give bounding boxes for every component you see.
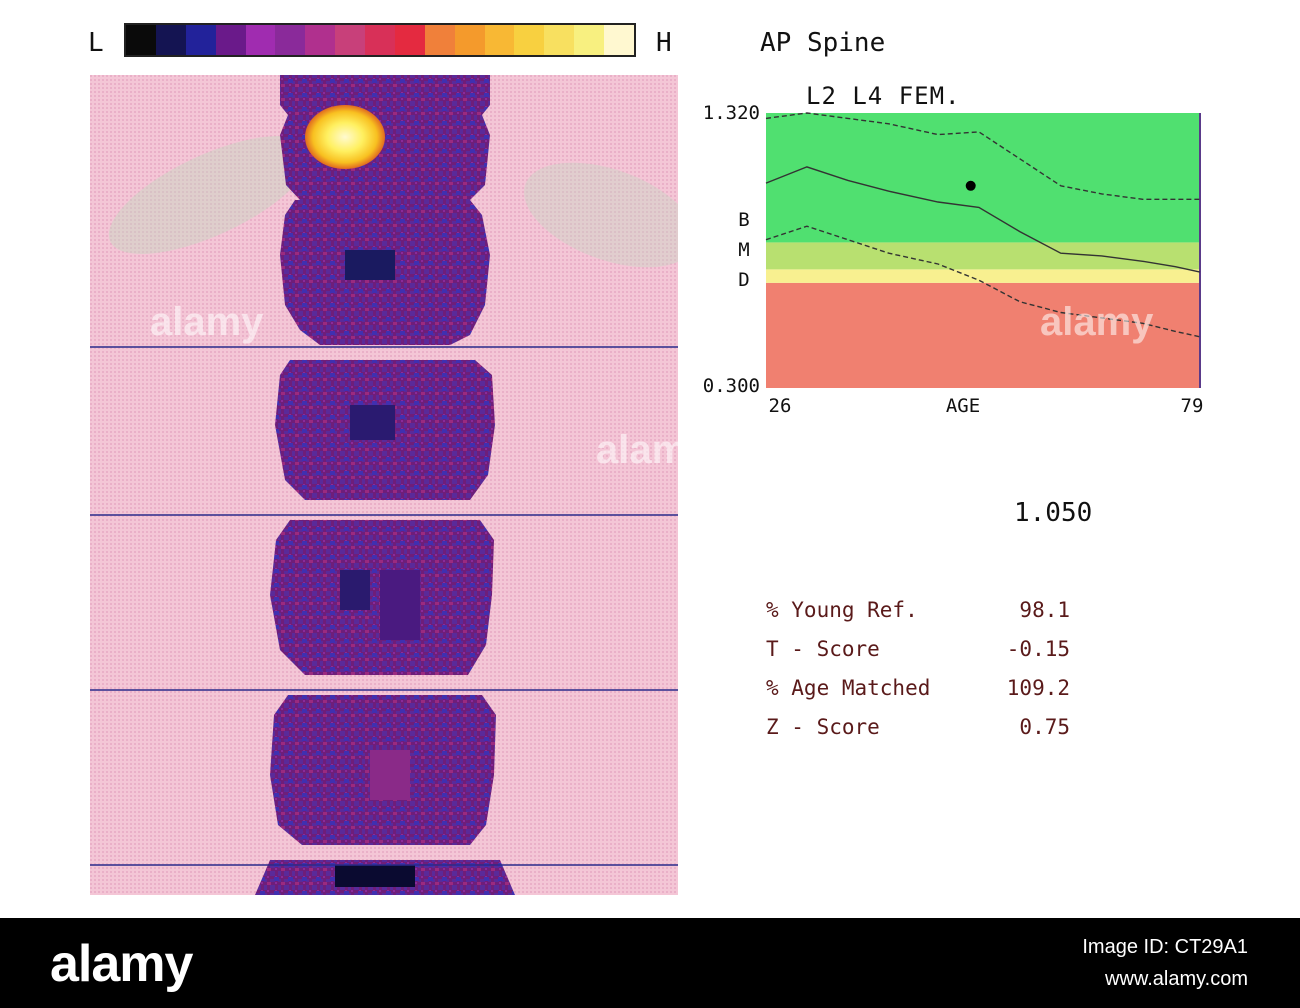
color-scale-segment xyxy=(335,25,365,55)
chart-title: L2 L4 FEM. xyxy=(806,82,961,110)
color-scale-segment xyxy=(454,25,485,55)
color-scale-segment xyxy=(544,25,575,55)
stat-value: 0.75 xyxy=(1019,715,1070,739)
scale-high-label: H xyxy=(656,28,672,58)
footer-url: www.alamy.com xyxy=(1105,968,1248,990)
stat-label: % Age Matched xyxy=(766,676,931,700)
color-scale-segment xyxy=(185,25,216,55)
reference-curve xyxy=(765,225,1201,338)
color-scale-segment xyxy=(245,25,276,55)
chart-band xyxy=(766,282,1200,388)
color-scale-segment xyxy=(155,25,186,55)
footer-bar: alamy Image ID: CT29A1 www.alamy.com xyxy=(0,918,1300,1008)
bmd-age-chart: 1.320 0.300 26 79 AGE BMD xyxy=(703,102,1204,417)
y-axis-label: B xyxy=(738,209,749,231)
chart-band xyxy=(766,269,1200,283)
color-scale-segment xyxy=(126,25,156,55)
reference-curve xyxy=(765,112,1200,201)
stat-value: 98.1 xyxy=(1019,598,1070,622)
spine-scan-image xyxy=(90,75,678,895)
y-tick-label: 0.300 xyxy=(703,375,760,397)
stat-row: Z - Score 0.75 xyxy=(766,715,1086,754)
color-scale-segment xyxy=(365,25,395,55)
color-scale-segment xyxy=(424,25,455,55)
color-scale-segment xyxy=(604,25,634,55)
x-tick-label: 26 xyxy=(769,395,792,417)
color-scale-segment xyxy=(394,25,425,55)
stat-label: Z - Score xyxy=(766,715,880,739)
stat-row: % Young Ref. 98.1 xyxy=(766,598,1086,637)
y-axis-label: M xyxy=(738,239,749,261)
color-scale-segment xyxy=(215,25,246,55)
footer-brand-logo: alamy xyxy=(50,935,193,993)
scan-title: AP Spine xyxy=(760,28,886,58)
stats-table: % Young Ref. 98.1 T - Score -0.15 % Age … xyxy=(766,598,1086,754)
footer-image-id: Image ID: CT29A1 xyxy=(1082,936,1248,958)
stat-row: % Age Matched 109.2 xyxy=(766,676,1086,715)
stat-label: T - Score xyxy=(766,637,880,661)
scale-low-label: L xyxy=(88,28,104,58)
stat-row: T - Score -0.15 xyxy=(766,637,1086,676)
stat-value: 109.2 xyxy=(1006,676,1070,700)
color-scale-segment xyxy=(275,25,306,55)
color-scale-segment xyxy=(574,25,604,55)
stat-value: -0.15 xyxy=(1006,637,1070,661)
color-scale-segment xyxy=(484,25,515,55)
stat-label: % Young Ref. xyxy=(766,598,918,622)
y-tick-label: 1.320 xyxy=(703,102,760,124)
x-tick-label: 79 xyxy=(1181,395,1204,417)
patient-point xyxy=(965,180,976,191)
bmd-value: 1.050 xyxy=(1014,498,1093,528)
reference-curve xyxy=(765,166,1201,273)
chart-band xyxy=(766,113,1200,243)
color-scale-segment xyxy=(305,25,336,55)
y-axis-label: D xyxy=(738,269,749,291)
x-axis-label: AGE xyxy=(946,395,980,417)
color-scale-bar xyxy=(124,23,636,57)
chart-band xyxy=(766,242,1200,270)
vertebra-column xyxy=(255,75,515,895)
color-scale-segment xyxy=(514,25,545,55)
hot-spot xyxy=(305,105,385,169)
